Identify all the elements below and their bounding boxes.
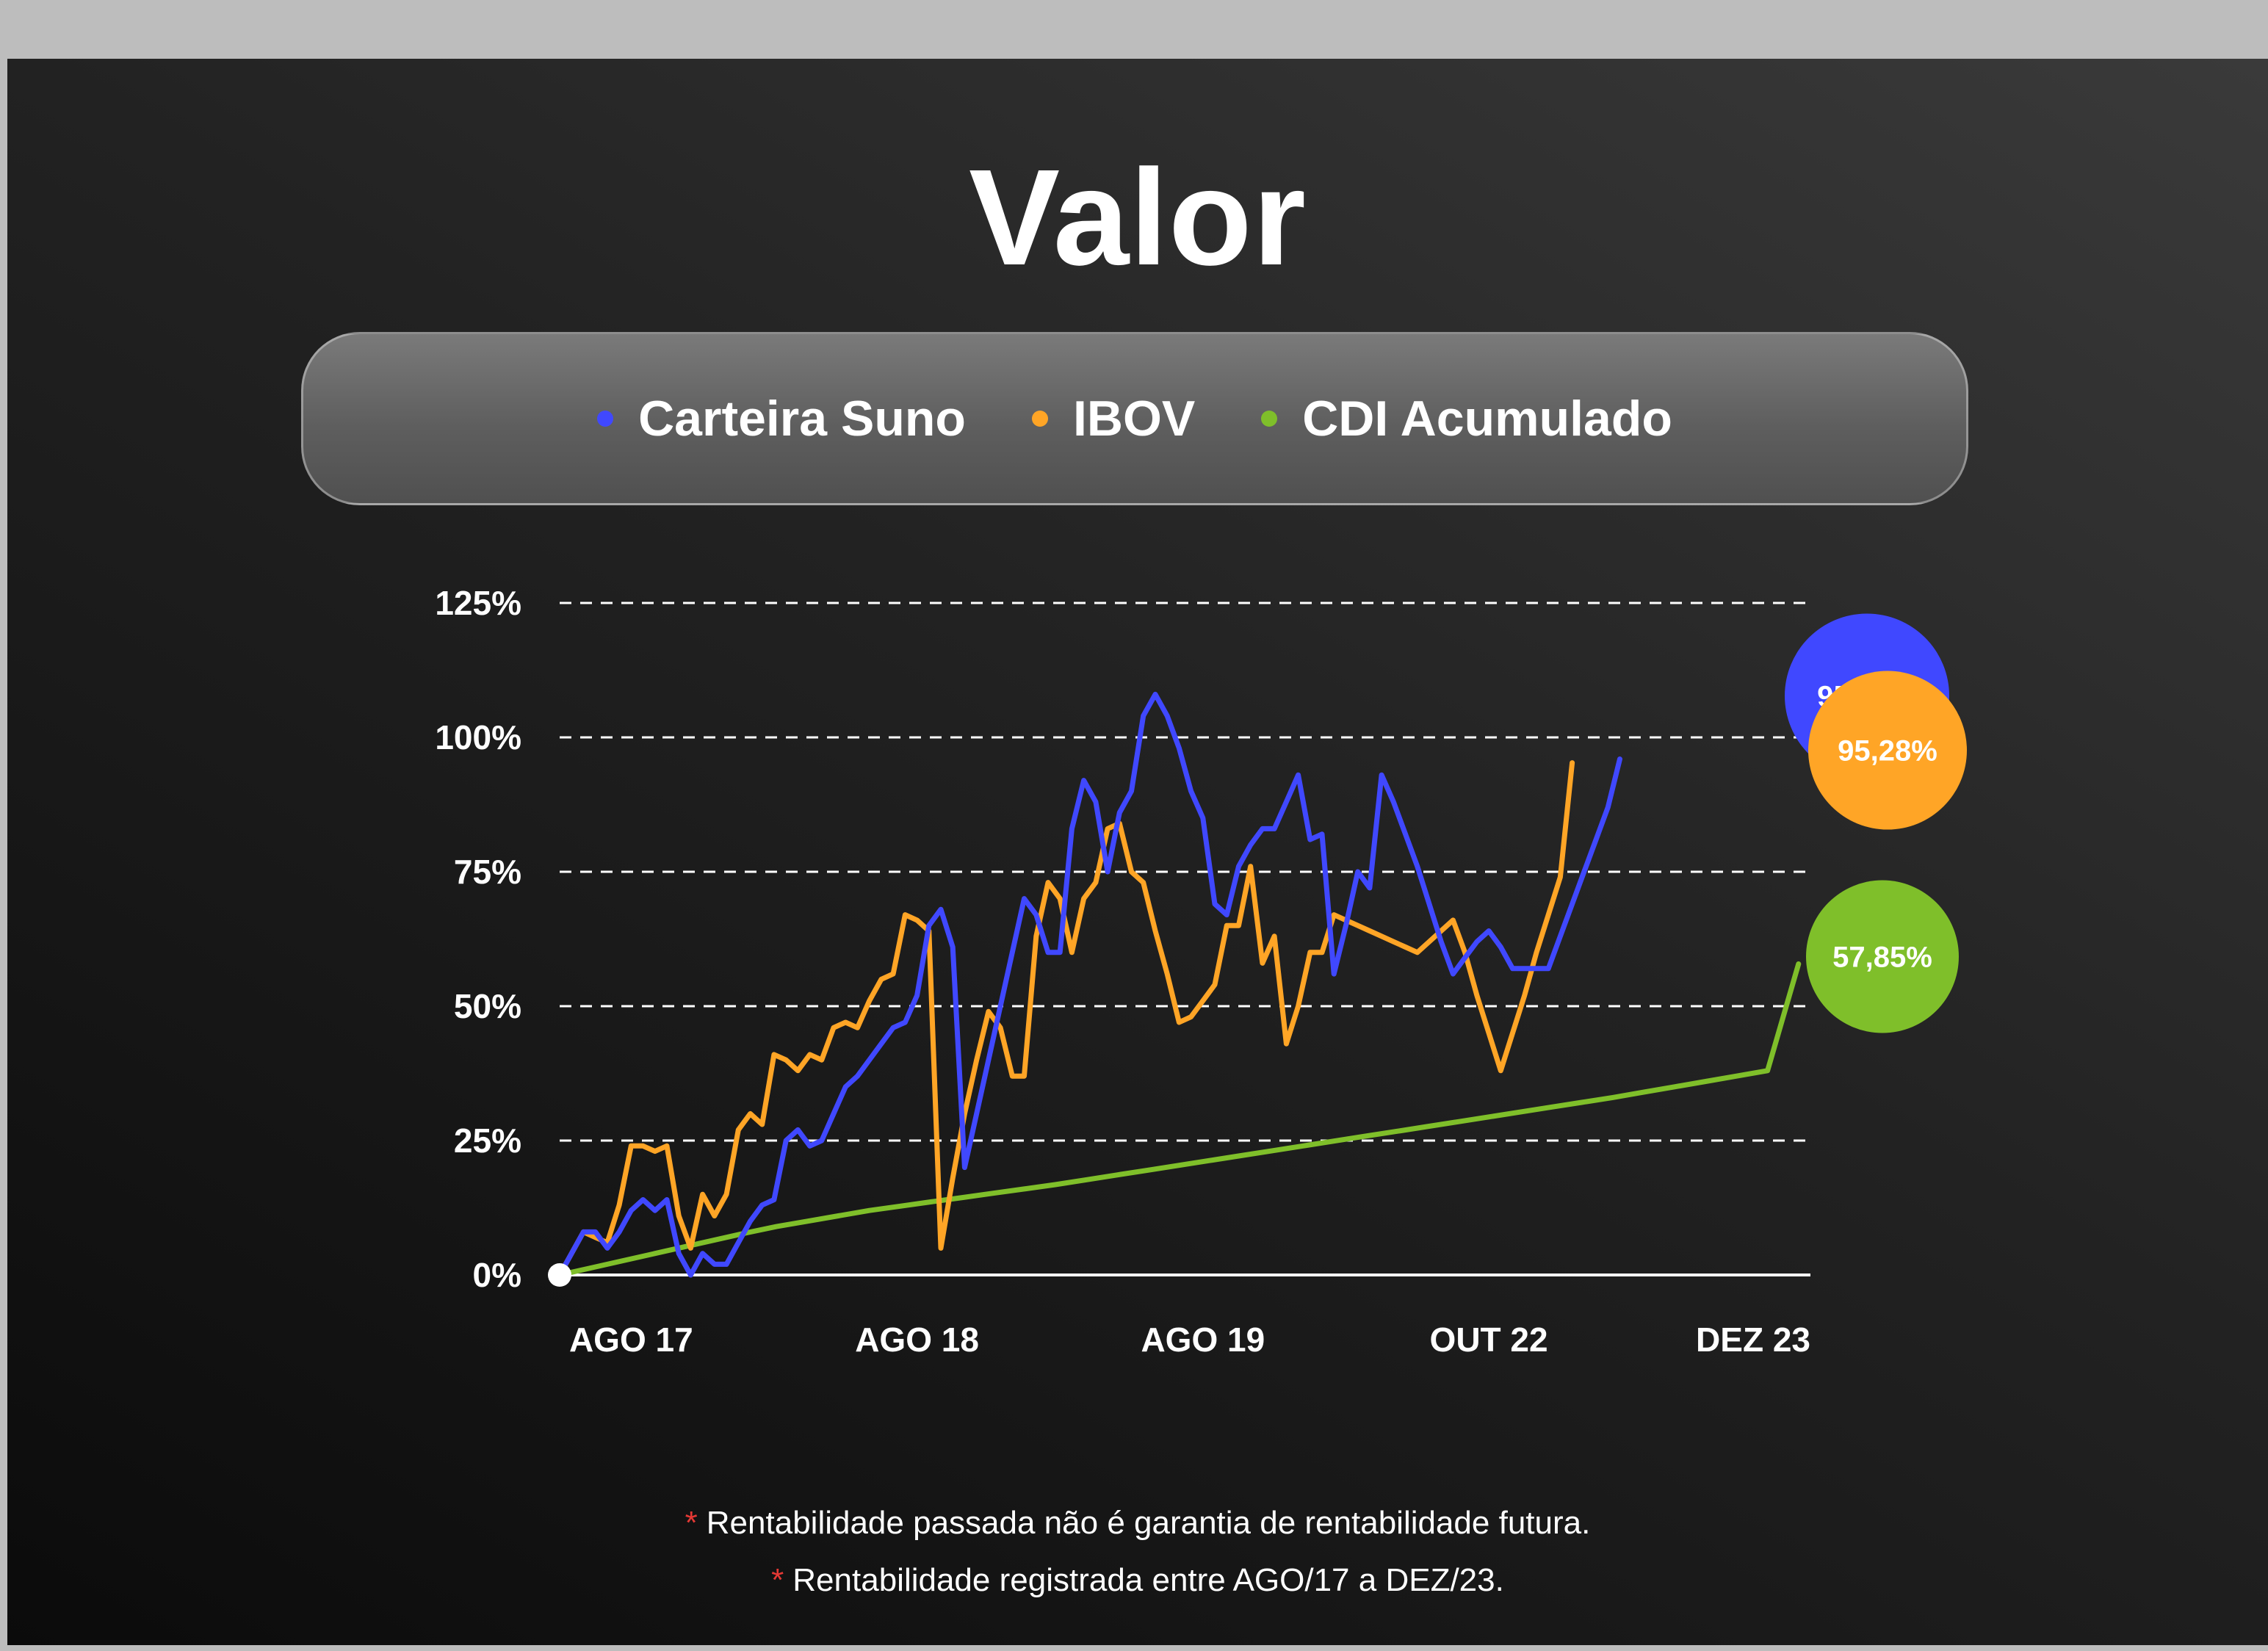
legend-item-carteira-suno: Carteira Suno: [597, 390, 966, 447]
y-tick-label: 50%: [454, 987, 521, 1025]
y-tick-label: 100%: [435, 718, 521, 756]
x-tick-label: AGO 17: [569, 1321, 693, 1359]
origin-marker: [548, 1263, 571, 1287]
dot-icon: [597, 411, 614, 427]
dot-icon: [1031, 411, 1048, 427]
end-value-bubble: [1806, 880, 1959, 1033]
x-tick-label: OUT 22: [1430, 1321, 1548, 1359]
footnote-text: Rentabilidade passada não é garantia de …: [706, 1505, 1591, 1541]
footnote-text: Rentabilidade registrada entre AGO/17 a …: [792, 1562, 1504, 1598]
asterisk: *: [685, 1505, 698, 1541]
legend-label: CDI Acumulado: [1302, 391, 1672, 447]
series-line-carteira-suno: [557, 691, 1622, 1278]
x-tick-label: DEZ 23: [1696, 1321, 1810, 1359]
x-tick-label: AGO 19: [1141, 1321, 1265, 1359]
series-line-cdi-acumulado: [557, 961, 1802, 1278]
line-chart: 125% 100% 75% 50% 25% 0% AGO 17 AGO 18 AGO 19 OUT…: [435, 584, 1967, 1359]
chart-title: Valor: [969, 142, 1307, 294]
end-value-label: 57,85%: [1832, 942, 1932, 974]
y-tick-label: 75%: [454, 853, 521, 891]
legend-item-cdi-acumulado: CDI Acumulado: [1261, 390, 1672, 447]
legend-label: IBOV: [1072, 391, 1196, 447]
y-tick-label: 0%: [473, 1256, 521, 1294]
end-value-label: 95,28%: [1838, 735, 1937, 767]
series-line-ibov: [557, 760, 1575, 1278]
dot-icon: [1261, 411, 1278, 427]
footnote-2: * Rentabilidade registrada entre AGO/17 a…: [7, 1552, 2268, 1609]
x-tick-label: AGO 18: [855, 1321, 979, 1359]
footnote-1: * Rentabilidade passada não é garantia de…: [7, 1495, 2268, 1552]
chart-panel: Valor Carteira Suno IBOV CDI Acumulado 1…: [7, 59, 2268, 1645]
footnotes: * Rentabilidade passada não é garantia de…: [7, 1495, 2268, 1609]
legend-item-ibov: IBOV: [1031, 390, 1196, 447]
asterisk: *: [771, 1562, 784, 1598]
legend: Carteira Suno IBOV CDI Acumulado: [301, 332, 1968, 505]
y-tick-label: 125%: [435, 584, 521, 622]
y-tick-label: 25%: [454, 1121, 521, 1160]
legend-label: Carteira Suno: [638, 391, 966, 447]
end-value-bubble: [1808, 671, 1967, 830]
